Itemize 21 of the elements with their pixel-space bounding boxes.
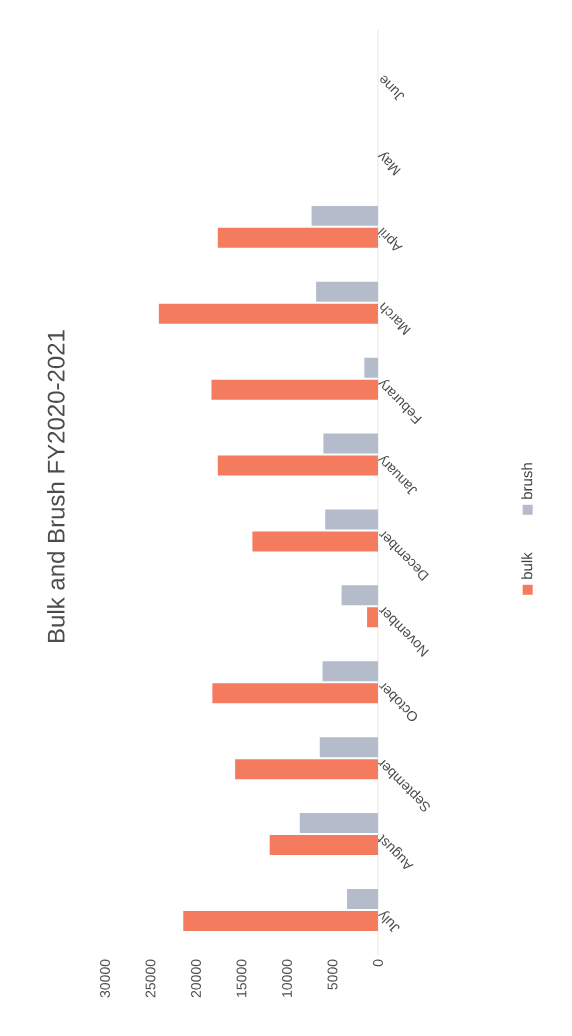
x-tick-label: 5000 <box>327 959 338 990</box>
text: Bulk and Brush FY2020-2021 <box>47 330 65 642</box>
bar <box>217 227 378 248</box>
x-tick-label: 10000 <box>282 959 292 997</box>
x-tick-label: 0 <box>373 959 383 967</box>
bar <box>252 531 378 552</box>
x-tick-label: 30000 <box>100 959 110 998</box>
y-tick-label: July <box>377 911 400 933</box>
bar <box>158 303 378 324</box>
x-tick-label: 20000 <box>191 959 201 998</box>
text: brush <box>521 463 533 499</box>
bar <box>212 683 378 704</box>
bar <box>217 455 378 476</box>
x-tick-label: 25000 <box>145 959 156 998</box>
bar <box>367 607 378 628</box>
bar <box>235 759 378 780</box>
bar <box>269 835 378 856</box>
bar <box>183 910 378 931</box>
text: bulk <box>521 552 533 579</box>
bar <box>211 379 378 400</box>
x-tick-label: 15000 <box>236 959 247 997</box>
